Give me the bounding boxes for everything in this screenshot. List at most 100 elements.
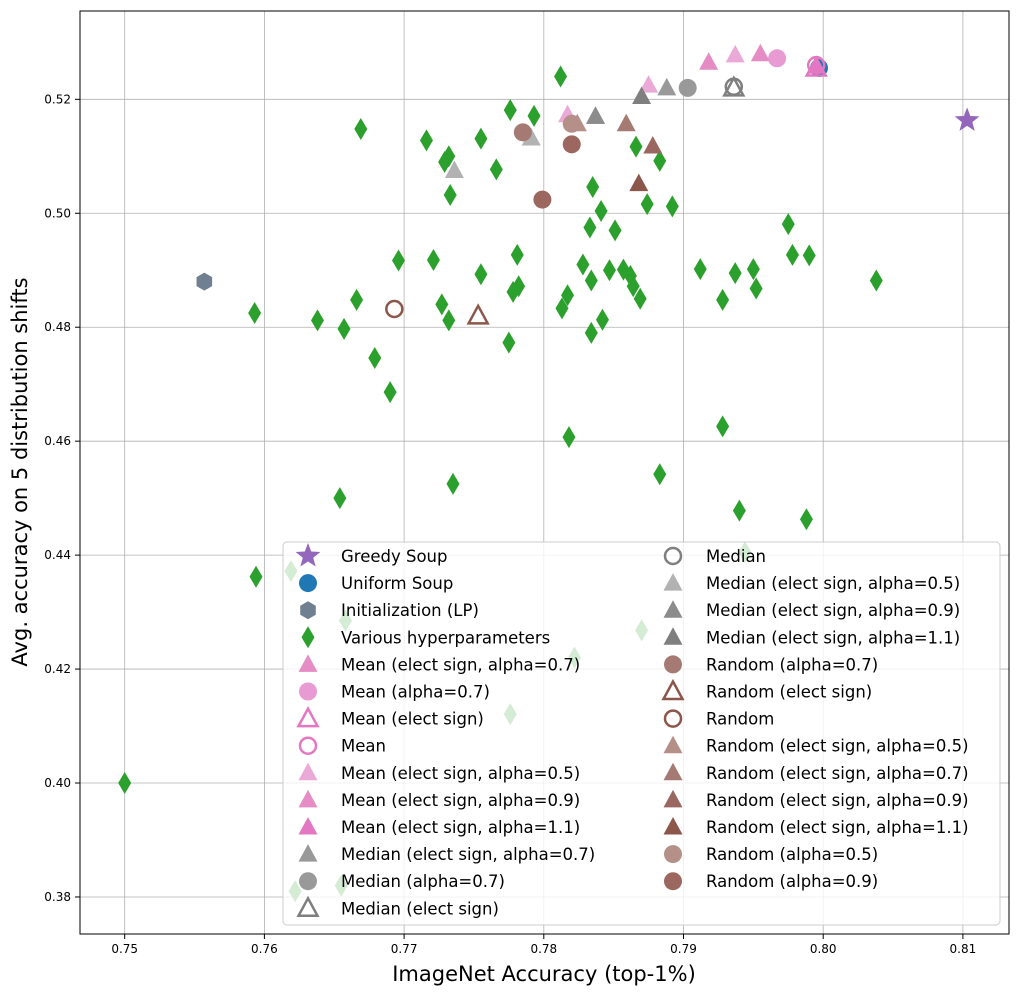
data-point xyxy=(248,301,262,324)
data-point xyxy=(584,321,598,344)
data-point xyxy=(585,106,605,124)
data-point xyxy=(629,173,649,192)
data-point xyxy=(716,288,730,311)
data-point xyxy=(426,248,440,271)
legend-entry: Random (alpha=0.7) xyxy=(664,655,878,674)
data-point xyxy=(576,253,590,276)
data-point xyxy=(533,190,552,209)
legend-marker xyxy=(664,845,682,864)
legend-marker xyxy=(663,600,683,618)
legend-entry: Random (elect sign) xyxy=(661,678,872,702)
data-point xyxy=(768,49,787,68)
legend-marker xyxy=(301,626,315,649)
legend-label: Greedy Soup xyxy=(341,547,448,566)
legend-marker xyxy=(663,789,683,808)
legend-marker xyxy=(298,789,318,808)
data-point xyxy=(562,114,581,133)
data-point xyxy=(392,249,406,272)
legend-label: Median (elect sign, alpha=0.9) xyxy=(706,601,960,620)
data-point xyxy=(657,77,677,96)
data-point xyxy=(746,258,760,281)
data-point xyxy=(350,288,364,311)
data-point xyxy=(653,463,667,486)
legend-marker xyxy=(296,895,320,918)
data-point xyxy=(502,331,516,354)
data-point xyxy=(118,772,132,795)
legend-marker xyxy=(296,705,320,728)
axis-ticks: 0.75 0.76 0.77 0.78 0.79 0.80 0.81 0.38 0.40 0.42… xyxy=(44,92,976,956)
data-point xyxy=(633,287,647,310)
data-point xyxy=(802,244,816,267)
data-point xyxy=(626,275,640,298)
legend-marker xyxy=(664,655,682,674)
data-point xyxy=(385,299,404,319)
data-point xyxy=(728,262,742,285)
data-point xyxy=(444,160,464,179)
legend-marker xyxy=(299,682,317,701)
legend-entry: Mean (elect sign) xyxy=(296,705,484,729)
legend-marker xyxy=(663,627,683,645)
legend-entry: Random xyxy=(663,709,774,729)
data-point xyxy=(640,193,654,216)
legend-label: Mean (elect sign, alpha=0.7) xyxy=(341,655,580,674)
data-point xyxy=(554,65,568,88)
x-axis-label: ImageNet Accuracy (top-1%) xyxy=(392,962,696,986)
y-tick-label: 0.44 xyxy=(44,548,71,562)
legend-marker xyxy=(295,543,321,567)
legend-entry: Initialization (LP) xyxy=(300,601,479,620)
legend-entry: Greedy Soup xyxy=(295,543,448,567)
legend-box xyxy=(282,541,1001,926)
data-point xyxy=(555,297,569,320)
x-tick-label: 0.79 xyxy=(670,942,697,956)
data-point xyxy=(354,117,368,140)
legend-label: Various hyperparameters xyxy=(341,628,550,647)
data-point xyxy=(602,259,616,282)
data-point xyxy=(608,219,622,242)
data-point xyxy=(725,44,745,63)
data-point xyxy=(806,56,826,74)
data-point xyxy=(665,195,679,218)
data-point xyxy=(561,284,575,307)
data-point xyxy=(799,508,813,531)
data-point xyxy=(489,158,503,181)
data-point xyxy=(750,43,770,62)
legend-marker xyxy=(299,574,317,593)
data-point xyxy=(337,317,351,340)
legend-label: Median (elect sign, alpha=0.5) xyxy=(706,574,960,593)
legend-entry: Median (elect sign, alpha=0.9) xyxy=(663,600,960,620)
legend-entry: Random (elect sign, alpha=0.9) xyxy=(663,789,969,810)
legend-label: Median (elect sign, alpha=1.1) xyxy=(706,628,960,647)
legend-marker xyxy=(663,762,683,781)
legend-entry: Random (elect sign, alpha=0.5) xyxy=(663,735,969,756)
legend-marker xyxy=(664,872,682,891)
data-point xyxy=(639,75,659,93)
legend-entry: Random (elect sign, alpha=0.7) xyxy=(663,762,969,783)
legend-entry: Uniform Soup xyxy=(299,574,453,593)
legend-entry: Mean (elect sign, alpha=0.7) xyxy=(298,654,580,674)
data-point xyxy=(521,128,541,146)
x-tick-label: 0.81 xyxy=(950,942,977,956)
legend-label: Mean (elect sign) xyxy=(341,710,484,729)
data-point xyxy=(595,308,609,331)
data-point xyxy=(503,99,517,122)
data-point xyxy=(781,213,795,236)
legend-entry: Mean (alpha=0.7) xyxy=(299,682,490,702)
legend: Greedy Soup Uniform Soup Initialization (L… xyxy=(282,541,1001,926)
data-point xyxy=(724,77,744,97)
data-point xyxy=(632,86,652,104)
data-point xyxy=(512,275,526,298)
legend-marker xyxy=(663,709,683,728)
legend-marker xyxy=(663,546,683,566)
y-tick-label: 0.52 xyxy=(44,92,71,106)
legend-entry: Median (alpha=0.7) xyxy=(299,872,505,891)
data-point xyxy=(249,565,263,588)
y-tick-label: 0.46 xyxy=(44,434,71,448)
legend-label: Median (elect sign) xyxy=(341,899,499,918)
data-point xyxy=(693,258,707,281)
y-tick-label: 0.48 xyxy=(44,320,71,334)
legend-marker xyxy=(663,573,683,591)
data-point xyxy=(443,184,457,207)
legend-label: Random (elect sign) xyxy=(706,683,872,702)
data-point xyxy=(527,104,541,127)
legend-label: Mean (elect sign, alpha=0.9) xyxy=(341,791,580,810)
